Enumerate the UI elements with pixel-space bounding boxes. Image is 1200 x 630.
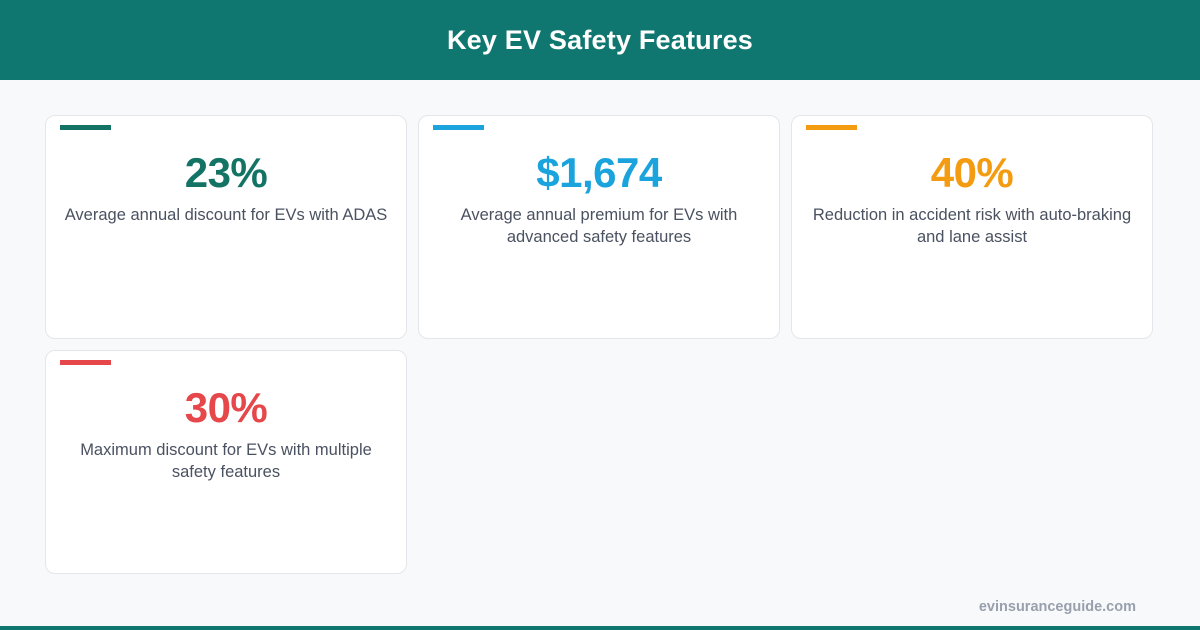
stat-description: Maximum discount for EVs with multiple s… bbox=[80, 441, 372, 481]
stat-card-ev-discount: 23% Average annual discount for EVs with… bbox=[45, 115, 407, 339]
stat-value: 23% bbox=[184, 149, 268, 196]
site-url-link[interactable]: evinsuranceguide.com bbox=[978, 599, 1136, 615]
footer-bar bbox=[0, 626, 1200, 630]
stat-description: Reduction in accident risk with auto-bra… bbox=[812, 206, 1132, 246]
stat-card-annual-premium: $1,674 Average annual premium for EVs wi… bbox=[418, 115, 780, 339]
stat-description: Average annual premium for EVs with adva… bbox=[460, 206, 738, 246]
stat-value: 40% bbox=[930, 149, 1014, 196]
stat-description: Average annual discount for EVs with ADA… bbox=[64, 206, 388, 224]
card-accent-bar bbox=[806, 125, 857, 130]
page-title: Key EV Safety Features bbox=[446, 24, 754, 55]
stat-card-max-discount: 30% Maximum discount for EVs with multip… bbox=[45, 350, 407, 574]
stat-value: $1,674 bbox=[536, 149, 662, 196]
card-accent-bar bbox=[60, 360, 111, 365]
stat-value: 30% bbox=[184, 384, 268, 431]
header-banner: Key EV Safety Features bbox=[0, 0, 1200, 80]
stat-card-accident-risk: 40% Reduction in accident risk with auto… bbox=[791, 115, 1153, 339]
card-accent-bar bbox=[60, 125, 111, 130]
card-accent-bar bbox=[433, 125, 484, 130]
